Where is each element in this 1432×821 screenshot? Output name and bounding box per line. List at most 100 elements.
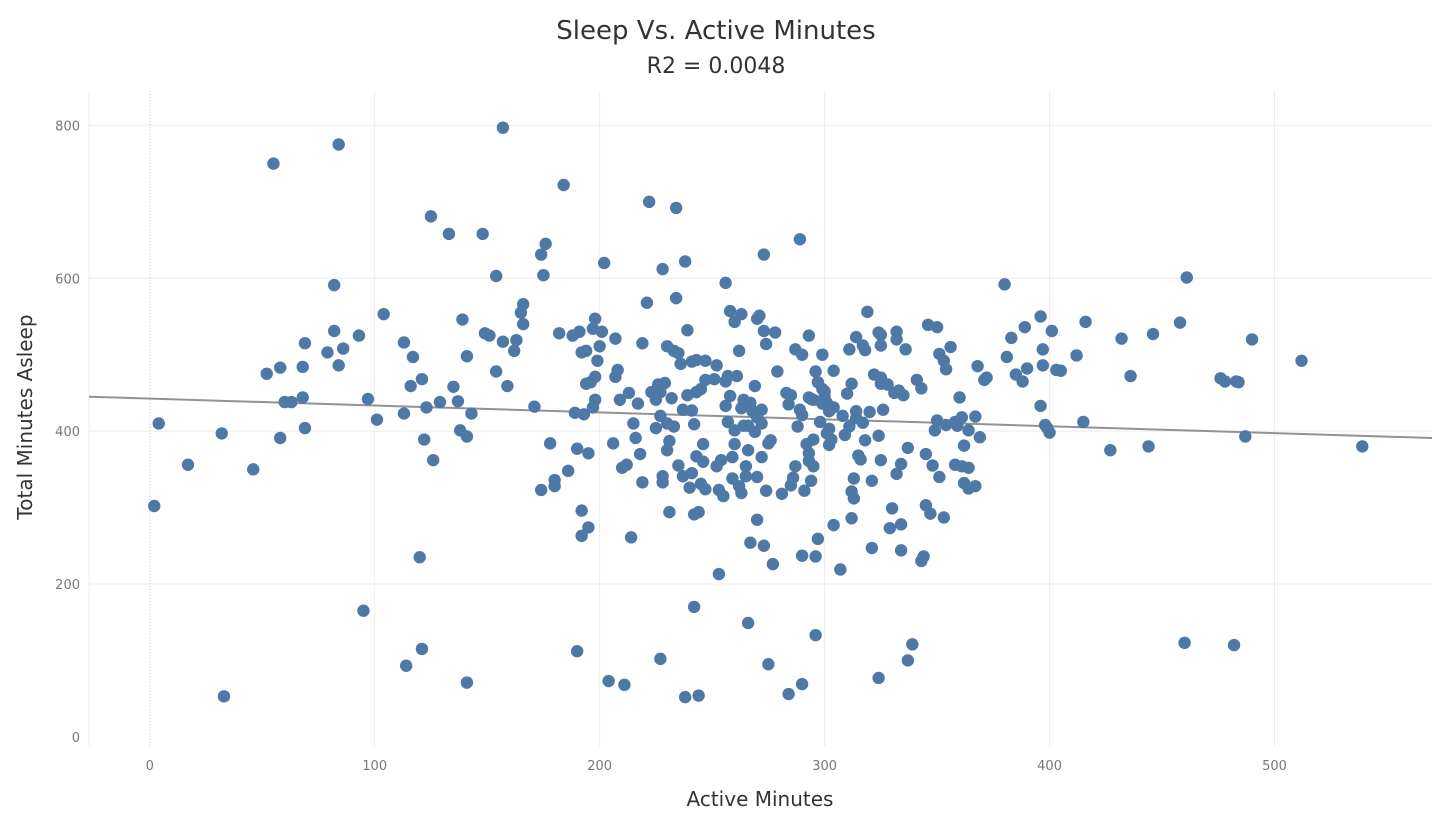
data-point	[809, 628, 822, 642]
data-point	[807, 460, 820, 473]
data-point	[1146, 327, 1160, 341]
data-point	[181, 458, 195, 471]
data-point	[420, 401, 433, 414]
data-point	[595, 325, 609, 338]
data-point	[1054, 364, 1068, 377]
data-point	[962, 461, 975, 474]
data-point	[1173, 316, 1187, 329]
data-point	[274, 361, 287, 374]
data-point	[735, 307, 748, 321]
data-point	[827, 401, 840, 414]
data-point	[415, 642, 429, 656]
data-point	[582, 521, 595, 534]
data-point	[579, 344, 593, 358]
data-point	[424, 210, 438, 223]
data-point	[537, 268, 550, 282]
data-point	[552, 327, 566, 340]
data-point	[548, 473, 561, 487]
data-point	[613, 393, 627, 406]
data-point	[755, 450, 768, 464]
data-point	[764, 434, 777, 447]
data-point	[881, 378, 894, 391]
data-point	[1020, 362, 1034, 375]
data-point	[890, 325, 903, 338]
y-tick-label: 400	[55, 425, 80, 440]
data-point	[602, 674, 615, 688]
data-point	[267, 157, 280, 170]
data-point	[501, 379, 514, 393]
data-point	[782, 687, 795, 701]
data-point	[919, 447, 933, 461]
data-point	[687, 600, 701, 614]
data-point	[516, 298, 530, 311]
data-point	[863, 405, 876, 419]
data-point	[755, 403, 768, 416]
data-point	[1124, 369, 1137, 383]
data-point	[489, 365, 503, 378]
data-point	[397, 407, 411, 420]
data-point	[561, 464, 575, 478]
data-point	[1356, 440, 1369, 453]
data-point	[696, 455, 710, 468]
data-point	[629, 431, 642, 445]
data-point	[543, 437, 557, 450]
data-point	[588, 312, 602, 325]
data-point	[840, 387, 854, 400]
data-point	[789, 460, 802, 473]
data-point	[456, 313, 469, 326]
data-point	[1034, 310, 1047, 323]
data-point	[849, 330, 863, 344]
data-point	[483, 329, 496, 342]
data-point	[926, 459, 939, 472]
data-point	[357, 604, 370, 617]
data-point	[730, 369, 744, 383]
data-point	[1180, 271, 1193, 284]
data-point	[591, 354, 604, 367]
data-point	[953, 391, 966, 404]
data-point	[1070, 349, 1083, 362]
data-point	[465, 407, 478, 420]
data-point	[845, 512, 858, 525]
data-point	[683, 481, 696, 494]
data-point	[678, 255, 692, 268]
data-point	[728, 437, 741, 451]
data-point	[876, 403, 890, 416]
data-point	[217, 690, 231, 703]
data-point	[496, 121, 510, 134]
data-point	[962, 424, 975, 437]
data-point	[748, 379, 762, 393]
data-point	[822, 422, 836, 436]
data-point	[843, 343, 856, 356]
data-point	[593, 340, 606, 353]
data-point	[1232, 375, 1245, 389]
data-point	[858, 434, 872, 447]
data-point	[1245, 333, 1259, 346]
data-point	[735, 486, 748, 500]
data-point	[332, 138, 345, 151]
data-point	[1115, 332, 1128, 345]
data-point	[460, 676, 474, 689]
data-point	[575, 529, 588, 543]
data-point	[717, 489, 730, 503]
data-point	[447, 380, 460, 393]
data-point	[750, 513, 764, 526]
data-point	[636, 337, 649, 350]
data-point	[847, 472, 861, 485]
data-point	[861, 305, 874, 319]
y-tick-label: 200	[55, 578, 80, 593]
data-point	[699, 373, 712, 387]
data-point	[516, 317, 530, 331]
data-point	[901, 441, 915, 455]
data-point	[575, 504, 588, 517]
data-point	[901, 654, 915, 667]
data-point	[152, 417, 165, 430]
data-point	[669, 291, 683, 305]
data-point	[708, 372, 721, 386]
data-point	[582, 447, 595, 460]
data-point	[377, 307, 390, 321]
data-point	[944, 340, 957, 354]
data-point	[507, 344, 521, 358]
data-point	[332, 359, 345, 372]
data-point	[750, 470, 764, 484]
x-axis-ticks: 0 100 200 300 400 500	[146, 759, 1287, 774]
